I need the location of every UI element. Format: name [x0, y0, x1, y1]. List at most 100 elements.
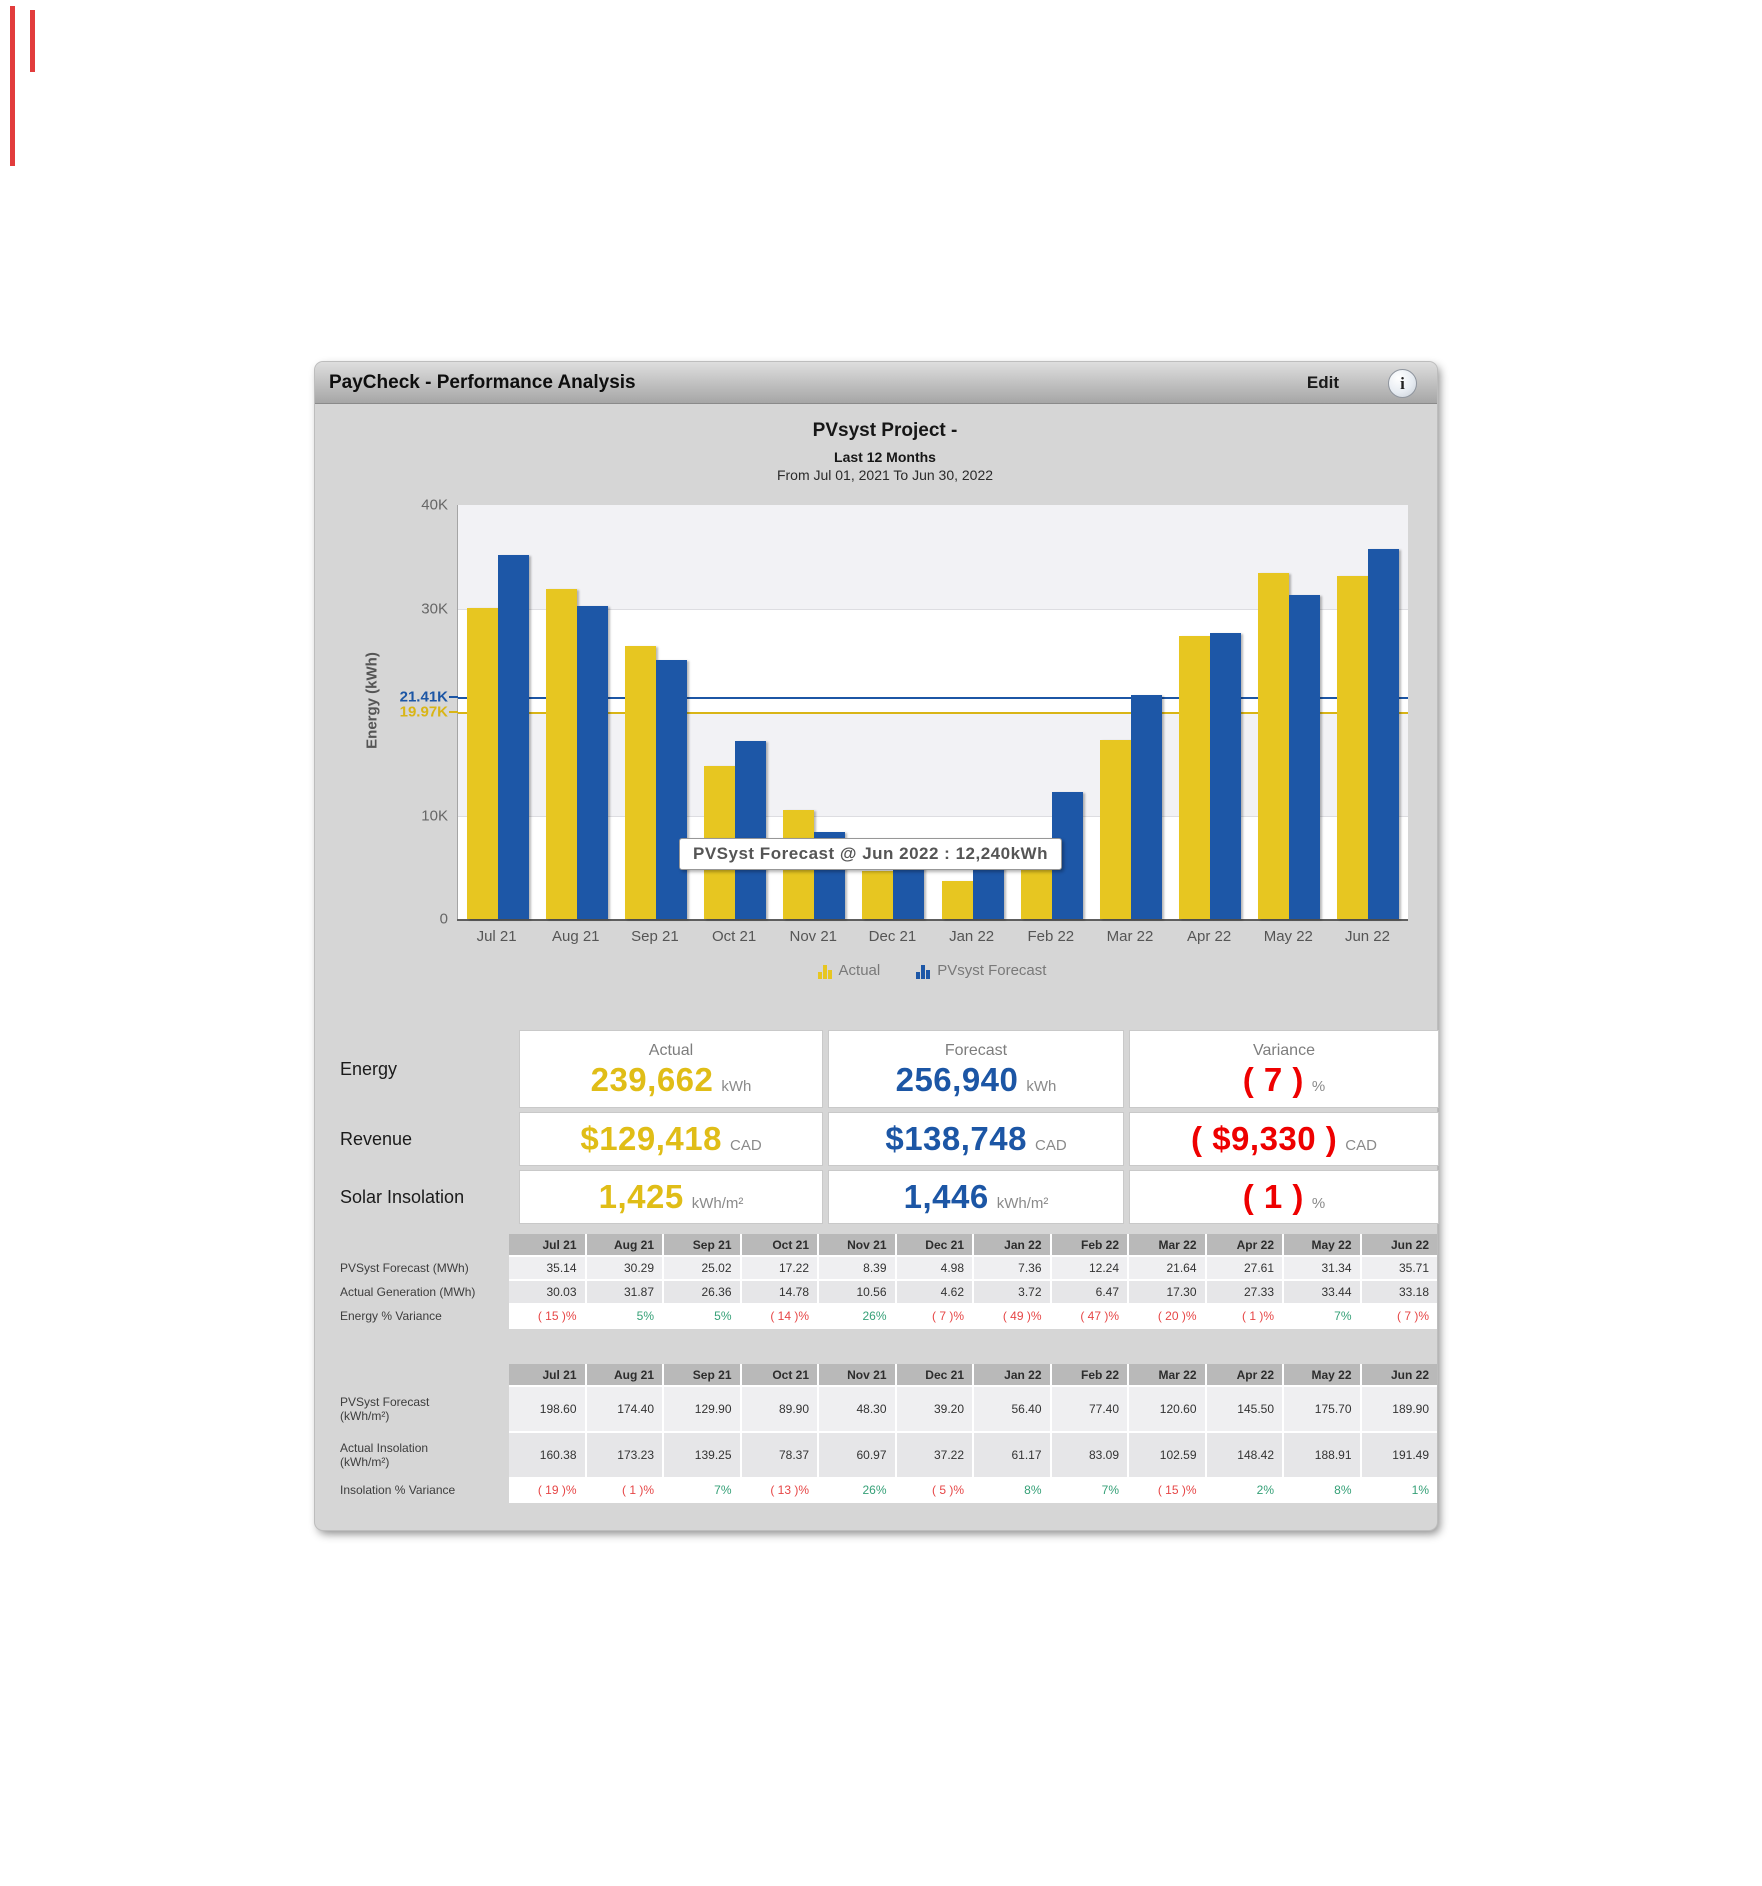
stray-red-mark: [30, 10, 35, 72]
panel-titlebar: PayCheck - Performance Analysis Edit i: [315, 362, 1437, 404]
bar-actual[interactable]: [466, 608, 498, 919]
table-cell: 175.70: [1284, 1387, 1360, 1431]
plot-area: PVSyst Forecast @ Jun 2022 : 12,240kWh 4…: [400, 497, 1408, 928]
energy-table: Jul 21 Aug 21 Sep 21 Oct 21 Nov 21 Dec 21 Jan …: [340, 1234, 1437, 1329]
table-cell: 6.47: [1051, 1281, 1127, 1303]
chart-title: PVsyst Project -: [812, 420, 958, 441]
legend-item[interactable]: PVsyst Forecast: [916, 962, 1046, 979]
gridline: [458, 608, 1408, 610]
table-row-label: PVSyst Forecast (kWh/m²): [340, 1387, 509, 1431]
bar-pvsyst-forecast[interactable]: [576, 605, 608, 919]
x-tick-label: Dec 21: [868, 928, 917, 945]
bar-pvsyst-forecast[interactable]: [893, 867, 925, 919]
table-cell: ( 13 )%: [741, 1479, 817, 1501]
summary-row-label: Energy: [340, 1058, 398, 1079]
bar-actual[interactable]: [545, 589, 577, 919]
table-cell: ( 7 )%: [896, 1305, 972, 1327]
table-cell: 7%: [1051, 1479, 1127, 1501]
y-tick-label: 40K: [421, 496, 448, 514]
table-cell: 5%: [664, 1305, 740, 1327]
month-header-cell: Jan 22: [974, 1234, 1050, 1255]
bar-pvsyst-forecast[interactable]: [735, 740, 767, 919]
table-cell: 139.25: [664, 1433, 740, 1477]
summary-number: 239,662: [590, 1060, 714, 1098]
bar-pvsyst-forecast[interactable]: [1130, 695, 1162, 919]
table-cell: 8%: [974, 1479, 1050, 1501]
legend-item[interactable]: Actual: [817, 962, 880, 979]
bar-actual[interactable]: [1179, 636, 1211, 919]
table-cell: 31.34: [1284, 1257, 1360, 1279]
table-row-label: Actual Generation (MWh): [340, 1281, 509, 1303]
table-cell: 33.18: [1361, 1281, 1437, 1303]
table-cell: 7%: [664, 1479, 740, 1501]
summary-row-label: Revenue: [340, 1128, 413, 1149]
bar-actual[interactable]: [941, 880, 973, 919]
table-row-cells: ( 19 )%( 1 )% 7%( 13 )% 26%( 5 )% 8% 7%( 15 …: [509, 1479, 1437, 1501]
month-header-cell: Feb 22: [1051, 1364, 1127, 1385]
bar-pvsyst-forecast[interactable]: [1210, 633, 1242, 919]
bar-group: [1171, 505, 1250, 919]
bar-actual[interactable]: [1337, 575, 1369, 919]
x-tick-label: Aug 21: [551, 928, 600, 945]
summary-value: 1,425 kWh/m²: [599, 1178, 744, 1216]
table-cell: 78.37: [741, 1433, 817, 1477]
summary-value: 239,662 kWh: [591, 1061, 752, 1099]
table-cell: 26%: [819, 1305, 895, 1327]
stray-red-mark: [10, 6, 15, 166]
month-header-cell: Apr 22: [1206, 1234, 1282, 1255]
summary-col-header: Forecast: [944, 1041, 1008, 1059]
summary-unit: %: [1311, 1077, 1326, 1095]
month-header-cell: Jun 22: [1361, 1364, 1437, 1385]
summary-cell-forecast: Forecast 256,940 kWh: [828, 1030, 1124, 1108]
bar-pvsyst-forecast[interactable]: [497, 555, 529, 919]
table-header-cells: Jul 21 Aug 21 Sep 21 Oct 21 Nov 21 Dec 21 Jan …: [509, 1364, 1437, 1385]
chart-tooltip: PVSyst Forecast @ Jun 2022 : 12,240kWh: [679, 838, 1062, 870]
table-row-label: Energy % Variance: [340, 1305, 509, 1327]
table-cell: ( 14 )%: [741, 1305, 817, 1327]
table-row-label-text: PVSyst Forecast (MWh): [340, 1260, 469, 1275]
bar-actual[interactable]: [1099, 739, 1131, 919]
bar-actual[interactable]: [624, 646, 656, 919]
table-cell: 189.90: [1361, 1387, 1437, 1431]
table-cell: 56.40: [974, 1387, 1050, 1431]
month-header-cell: Sep 21: [664, 1364, 740, 1385]
summary-unit: kWh: [721, 1077, 752, 1095]
edit-button[interactable]: Edit: [1306, 372, 1339, 392]
bar-pvsyst-forecast[interactable]: [1289, 594, 1321, 919]
table-cell: 27.61: [1206, 1257, 1282, 1279]
month-header-cell: Jun 22: [1361, 1234, 1437, 1255]
table-cell: 173.23: [586, 1433, 662, 1477]
summary-cell-forecast: $138,748 CAD: [828, 1112, 1124, 1166]
month-header-cell: May 22: [1284, 1364, 1360, 1385]
table-cell: ( 1 )%: [586, 1479, 662, 1501]
summary-row-label: Solar Insolation: [340, 1186, 465, 1207]
bar-pvsyst-forecast[interactable]: [655, 660, 687, 919]
summary-number: ( 1 ): [1242, 1178, 1304, 1215]
bar-actual[interactable]: [1258, 572, 1290, 919]
x-tick-label: Jan 22: [949, 928, 995, 945]
table-row-cells: 198.60 174.40 129.90 89.90 48.30 39.20 56.40 77…: [509, 1387, 1437, 1431]
table-cell: 129.90: [664, 1387, 740, 1431]
summary-unit: kWh/m²: [691, 1195, 744, 1212]
table-cell: 21.64: [1129, 1257, 1205, 1279]
summary-number: ( 7 ): [1242, 1060, 1304, 1098]
summary-number: $138,748: [885, 1120, 1027, 1157]
bar-pvsyst-forecast[interactable]: [1368, 549, 1400, 919]
table-header-row: Jul 21 Aug 21 Sep 21 Oct 21 Nov 21 Dec 21 Jan …: [340, 1364, 1437, 1385]
month-header-cell: Nov 21: [819, 1364, 895, 1385]
x-tick-label: Sep 21: [631, 928, 679, 945]
table-cell: 61.17: [974, 1433, 1050, 1477]
table-row: Actual Insolation (kWh/m²) 160.38 173.23 13…: [340, 1433, 1437, 1477]
table-cell: ( 47 )%: [1051, 1305, 1127, 1327]
summary-cell-var: ( 1 )%: [1129, 1170, 1439, 1224]
summary-col-header: Variance: [1253, 1041, 1315, 1059]
table-cell: 4.98: [896, 1257, 972, 1279]
x-tick-label: Apr 22: [1187, 928, 1232, 945]
y-tick-label: 0: [439, 910, 448, 928]
info-icon[interactable]: i: [1388, 369, 1417, 398]
summary-number: 1,446: [903, 1178, 989, 1215]
paycheck-panel: PayCheck - Performance Analysis Edit i P…: [315, 362, 1439, 1530]
table-cell: 26%: [819, 1479, 895, 1501]
bar-actual[interactable]: [862, 871, 894, 919]
table-row-label-text: Energy % Variance: [340, 1308, 442, 1323]
